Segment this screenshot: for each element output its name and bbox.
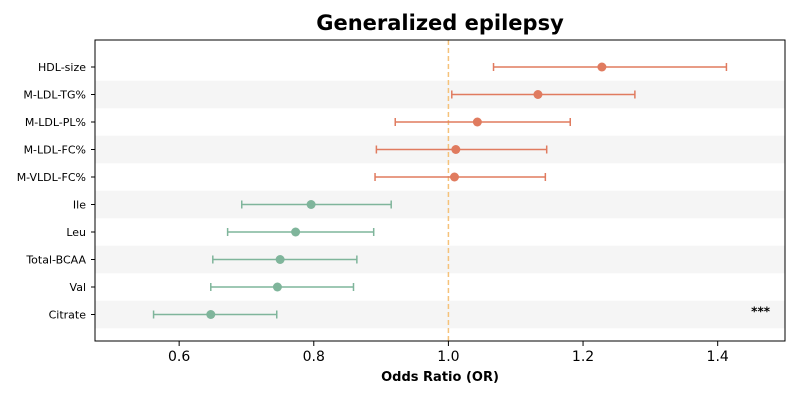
x-tick-label: 0.8 — [303, 349, 325, 365]
point-estimate — [206, 310, 216, 319]
x-tick-label: 1.0 — [437, 349, 459, 365]
y-tick-label: Ile — [73, 199, 86, 212]
row-stripe — [95, 245, 785, 274]
point-estimate — [275, 255, 285, 264]
point-estimate — [272, 282, 282, 292]
x-axis-label: Odds Ratio (OR) — [381, 370, 499, 385]
y-tick-label: Leu — [66, 226, 86, 239]
confidence-intervals — [152, 63, 728, 319]
row-stripe — [95, 190, 785, 219]
y-tick-label: M-LDL-FC% — [24, 144, 86, 157]
x-tick-label: 0.6 — [168, 349, 190, 365]
point-estimate — [451, 145, 461, 154]
y-tick-label: M-LDL-PL% — [25, 116, 86, 129]
chart-title: Generalized epilepsy — [316, 11, 564, 35]
row-stripes — [95, 80, 785, 329]
y-tick-label: M-VLDL-FC% — [17, 171, 86, 184]
y-tick-label: HDL-size — [38, 61, 86, 74]
y-tick-label: Citrate — [49, 309, 87, 322]
y-tick-label: M-LDL-TG% — [23, 89, 86, 102]
point-estimate — [449, 172, 459, 182]
significance-annotation: *** — [751, 305, 771, 319]
y-ticks: HDL-size M-LDL-TG% M-LDL-PL% M-LDL-FC% M-VLD… — [17, 61, 95, 322]
y-tick-label: Total-BCAA — [25, 254, 86, 267]
x-tick-label: 1.4 — [707, 349, 729, 365]
point-estimate — [472, 117, 482, 127]
point-estimates — [206, 62, 607, 319]
point-estimate — [597, 62, 607, 72]
row-stripe — [95, 80, 785, 109]
annotations: *** — [751, 305, 771, 319]
x-ticks: 0.6 0.8 1.0 1.2 1.4 — [168, 341, 729, 365]
y-tick-label: Val — [70, 281, 86, 294]
point-estimate — [533, 90, 543, 99]
point-estimate — [291, 227, 301, 237]
point-estimate — [306, 200, 316, 209]
plot-frame — [94, 39, 786, 342]
x-tick-label: 1.2 — [572, 349, 594, 365]
